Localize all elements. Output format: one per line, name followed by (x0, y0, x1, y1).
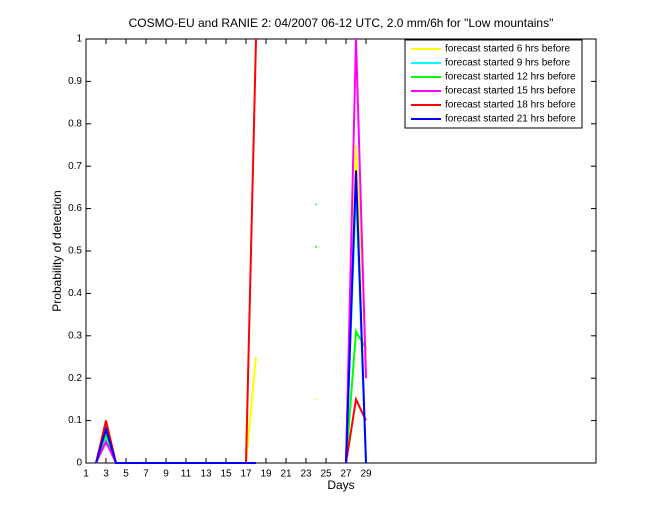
series-line (95, 38, 367, 464)
y-tick-label: 0.2 (68, 373, 82, 384)
x-tick-label: 19 (260, 469, 272, 480)
x-tick-label: 5 (123, 469, 129, 480)
x-tick-label: 17 (240, 469, 252, 480)
x-tick-label: 29 (360, 469, 372, 480)
legend-label: forecast started 18 hrs before (445, 100, 576, 111)
legend-label: forecast started 15 hrs before (445, 86, 576, 97)
y-tick-label: 0.8 (68, 118, 82, 129)
y-tick-label: 0.3 (68, 330, 82, 341)
x-tick-label: 27 (340, 469, 352, 480)
x-tick-label: 7 (143, 469, 149, 480)
x-tick-label: 25 (320, 469, 332, 480)
legend-label: forecast started 9 hrs before (445, 58, 571, 69)
y-tick-label: 0.5 (68, 246, 82, 257)
series-line (95, 245, 367, 464)
series-line (95, 187, 367, 464)
y-tick-label: 0.9 (68, 76, 82, 87)
x-tick-label: 9 (163, 469, 169, 480)
x-tick-label: 11 (181, 469, 192, 480)
legend-label: forecast started 21 hrs before (445, 114, 576, 125)
x-tick-label: 23 (300, 469, 312, 480)
y-tick-label: 0.6 (68, 203, 82, 214)
x-tick-label: 3 (103, 469, 109, 480)
y-tick-label: 0.7 (68, 161, 82, 172)
y-tick-label: 1 (76, 34, 82, 45)
x-axis-label: Days (327, 478, 354, 492)
x-tick-label: 13 (200, 469, 212, 480)
y-axis-label: Probability of detection (50, 190, 64, 311)
series-line (95, 144, 367, 464)
y-tick-label: 0.1 (68, 415, 82, 426)
x-tick-label: 1 (83, 469, 89, 480)
legend-label: forecast started 6 hrs before (445, 44, 571, 55)
legend-label: forecast started 12 hrs before (445, 72, 576, 83)
chart-title: COSMO-EU and RANIE 2: 04/2007 06-12 UTC,… (129, 16, 554, 30)
series-line (95, 170, 367, 464)
x-tick-label: 15 (220, 469, 232, 480)
x-tick-label: 21 (280, 469, 292, 480)
series-line (95, 38, 367, 464)
legend-box (404, 39, 583, 129)
y-tick-label: 0 (76, 458, 82, 469)
y-tick-label: 0.4 (68, 288, 82, 299)
